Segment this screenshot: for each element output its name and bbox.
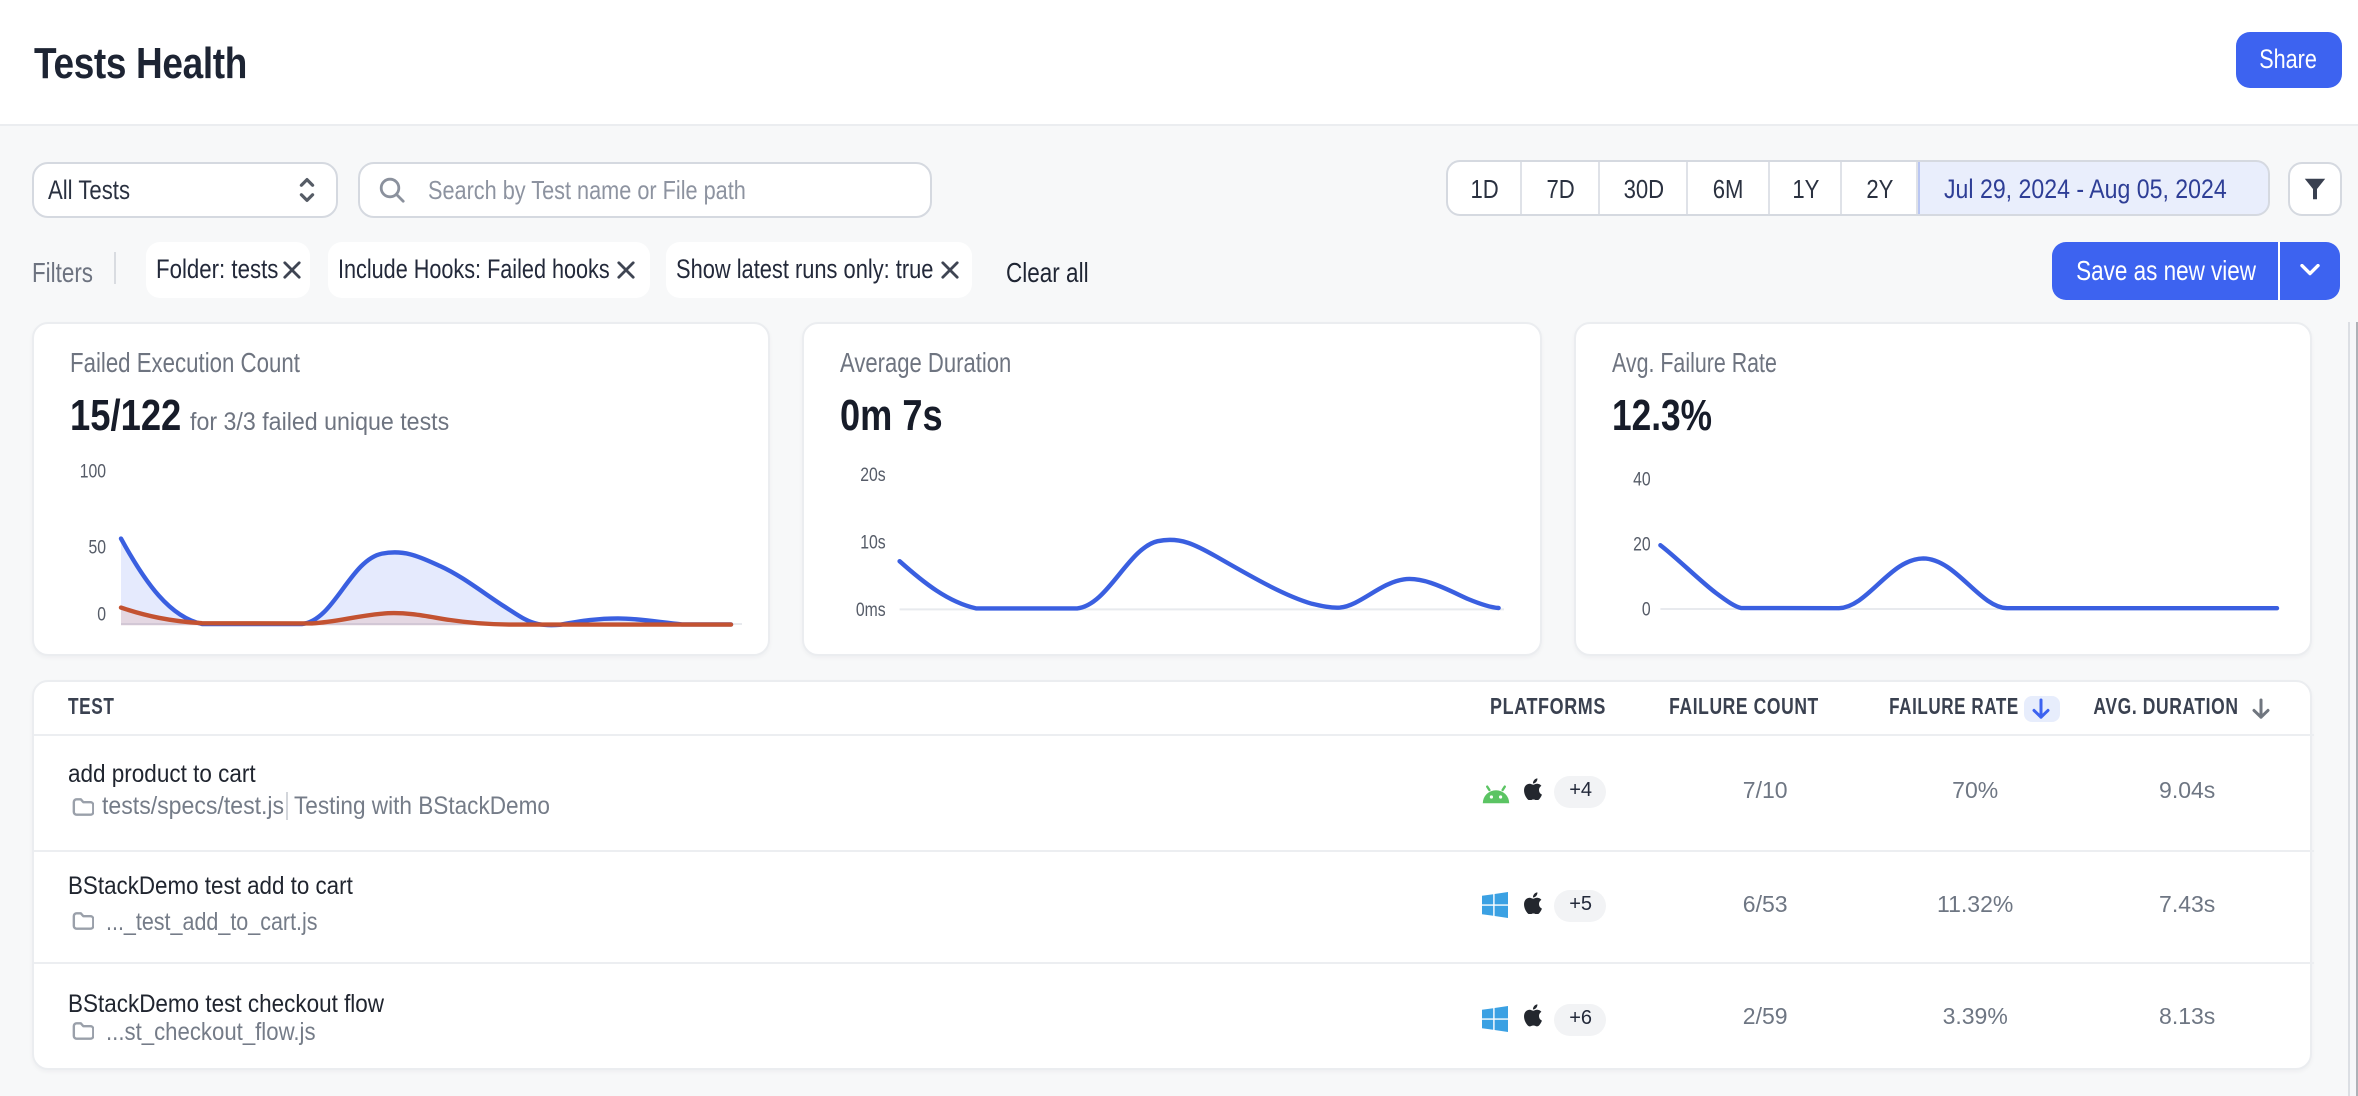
svg-text:100: 100 <box>80 460 107 482</box>
svg-text:10s: 10s <box>861 531 887 553</box>
svg-text:0: 0 <box>1641 598 1650 620</box>
svg-text:40: 40 <box>1632 468 1650 490</box>
svg-text:0ms: 0ms <box>856 598 886 620</box>
svg-text:20: 20 <box>1632 533 1650 555</box>
svg-text:50: 50 <box>88 536 106 558</box>
svg-text:20s: 20s <box>861 464 887 486</box>
svg-text:0: 0 <box>97 603 106 625</box>
